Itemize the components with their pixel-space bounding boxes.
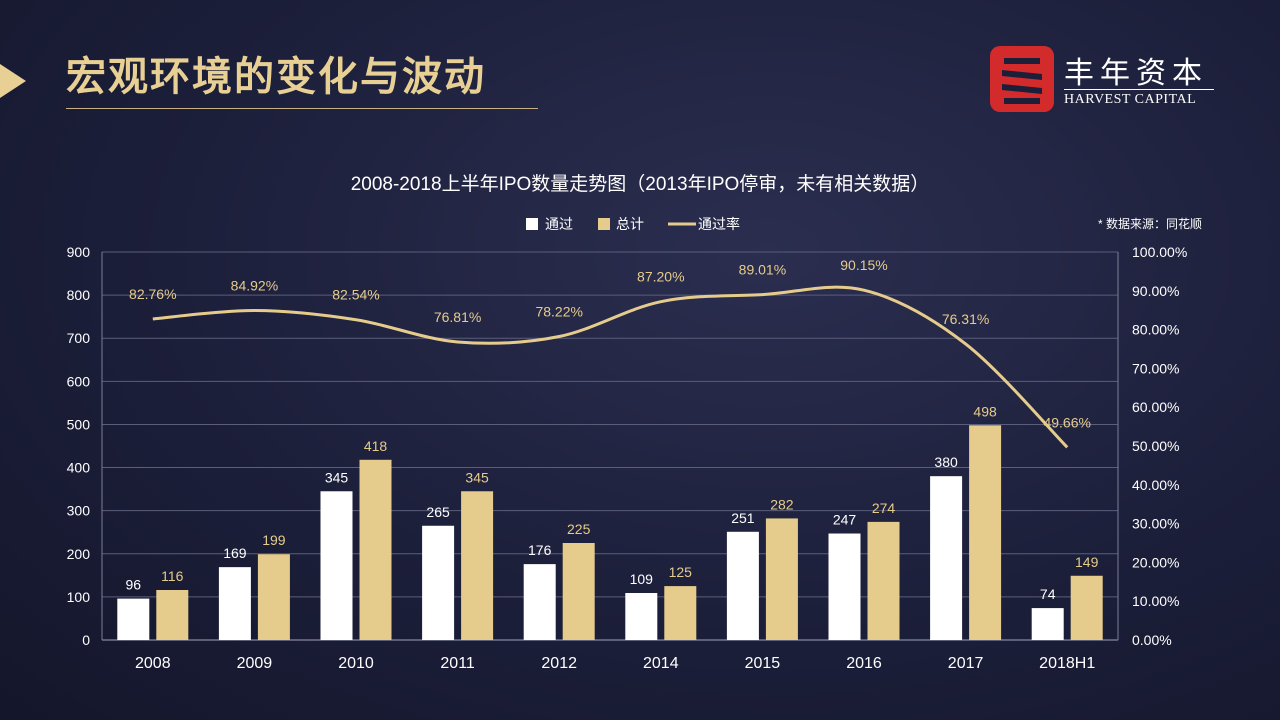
y-left-tick-label: 800 [67, 287, 91, 303]
legend-label-passed: 通过 [545, 216, 573, 232]
pass-rate-label: 78.22% [535, 304, 582, 320]
bar-passed [828, 533, 861, 640]
legend-swatch-total [598, 218, 610, 230]
brand-divider [1064, 89, 1214, 90]
y-left-tick-label: 900 [67, 244, 91, 260]
pass-rate-label: 49.66% [1043, 414, 1090, 430]
bar-passed [218, 567, 251, 640]
pass-rate-label: 76.81% [434, 309, 481, 325]
title-underline [66, 108, 538, 109]
bar-total [359, 459, 392, 640]
x-tick-label: 2015 [745, 655, 781, 672]
x-tick-label: 2009 [237, 655, 273, 672]
bar-passed [523, 564, 556, 640]
pass-rate-label: 82.76% [129, 286, 176, 302]
header-arrow-icon [0, 64, 26, 98]
bar-passed-value-label: 109 [630, 571, 654, 587]
pass-rate-label: 89.01% [739, 262, 786, 278]
bar-total [765, 518, 798, 640]
y-left-tick-label: 500 [67, 416, 91, 432]
bar-total-value-label: 149 [1075, 554, 1099, 570]
bar-passed-value-label: 169 [223, 545, 247, 561]
brand-name-cn: 丰年资本 [1064, 56, 1208, 91]
bar-passed [320, 491, 353, 640]
bar-passed [625, 593, 658, 640]
brand-name-en: HARVEST CAPITAL [1064, 92, 1197, 107]
bar-total-value-label: 116 [161, 568, 184, 584]
bar-total [867, 521, 900, 640]
y-right-tick-label: 90.00% [1132, 283, 1179, 299]
chart-legend: 通过 总计 通过率 [526, 216, 740, 232]
bar-total-value-label: 498 [973, 403, 997, 419]
x-tick-label: 2016 [846, 655, 882, 672]
y-right-tick-label: 30.00% [1132, 516, 1179, 532]
x-tick-label: 2008 [135, 655, 171, 672]
source-note: * 数据来源：同花顺 [1098, 216, 1202, 231]
y-right-tick-label: 70.00% [1132, 360, 1179, 376]
bar-total [156, 589, 189, 640]
x-tick-label: 2011 [440, 655, 475, 672]
bar-total [664, 586, 697, 640]
bar-passed-value-label: 247 [833, 512, 857, 528]
bar-passed-value-label: 176 [528, 542, 552, 558]
y-left-tick-label: 100 [67, 589, 91, 605]
y-right-tick-label: 0.00% [1132, 632, 1172, 648]
pass-rate-label: 90.15% [840, 257, 887, 273]
bar-passed-value-label: 380 [934, 454, 958, 470]
x-tick-label: 2010 [338, 655, 374, 672]
bar-total-value-label: 345 [465, 469, 489, 485]
legend-label-total: 总计 [616, 216, 644, 232]
x-tick-label: 2017 [948, 655, 984, 672]
x-tick-label: 2012 [541, 655, 577, 672]
bar-passed-value-label: 96 [126, 577, 142, 593]
bar-total [257, 554, 290, 640]
bar-total-value-label: 125 [669, 564, 693, 580]
y-left-tick-label: 700 [67, 330, 91, 346]
y-right-tick-label: 60.00% [1132, 399, 1179, 415]
page-title: 宏观环境的变化与波动 [66, 53, 486, 100]
bar-total [461, 491, 494, 640]
bar-passed-value-label: 74 [1040, 586, 1056, 602]
bar-passed-value-label: 251 [731, 510, 755, 526]
bar-total [1070, 575, 1103, 640]
pass-rate-label: 82.54% [332, 287, 379, 303]
y-right-tick-label: 80.00% [1132, 322, 1179, 338]
chart-title: 2008-2018上半年IPO数量走势图（2013年IPO停审，未有相关数据） [351, 173, 930, 195]
bar-passed [726, 531, 759, 640]
pass-rate-label: 84.92% [231, 278, 278, 294]
legend-swatch-passed [526, 218, 538, 230]
pass-rate-line [152, 285, 1069, 449]
y-right-tick-label: 40.00% [1132, 477, 1179, 493]
bar-passed-value-label: 265 [426, 504, 450, 520]
bar-passed [422, 525, 455, 640]
bar-total [969, 425, 1002, 640]
legend-label-rate: 通过率 [698, 216, 740, 232]
y-right-tick-label: 20.00% [1132, 554, 1179, 570]
bar-passed [1031, 608, 1064, 640]
bar-passed [117, 598, 150, 640]
y-left-tick-label: 300 [67, 503, 91, 519]
y-left-tick-label: 0 [82, 632, 90, 648]
bar-total-value-label: 418 [364, 438, 388, 454]
bar-passed [930, 476, 963, 640]
y-left-tick-label: 400 [67, 460, 91, 476]
y-right-tick-label: 10.00% [1132, 593, 1179, 609]
x-tick-label: 2018H1 [1039, 655, 1095, 672]
bar-total [562, 543, 595, 640]
x-tick-label: 2014 [643, 655, 679, 672]
bar-total-value-label: 274 [872, 500, 896, 516]
y-right-tick-label: 50.00% [1132, 438, 1179, 454]
harvest-capital-logo-icon [990, 46, 1054, 112]
bar-total-value-label: 225 [567, 521, 591, 537]
bar-total-value-label: 199 [262, 532, 286, 548]
bar-total-value-label: 282 [770, 496, 794, 512]
brand-block: 丰年资本 HARVEST CAPITAL [990, 46, 1230, 112]
pass-rate-label: 87.20% [637, 269, 684, 285]
y-left-tick-label: 200 [67, 546, 91, 562]
y-left-tick-label: 600 [67, 373, 91, 389]
pass-rate-label: 76.31% [942, 311, 989, 327]
bar-passed-value-label: 345 [325, 469, 349, 485]
y-right-tick-label: 100.00% [1132, 244, 1187, 260]
